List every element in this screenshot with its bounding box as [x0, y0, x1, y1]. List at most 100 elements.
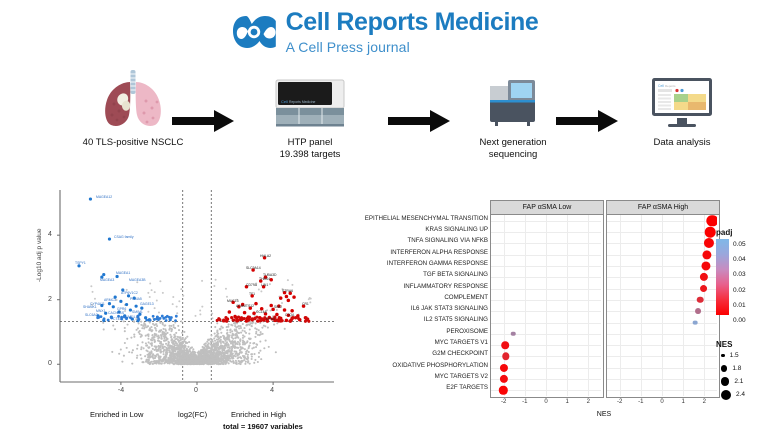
journal-logo-text: Cell Reports Medicine A Cell Press journ…: [285, 8, 539, 55]
nes-legend-dot: [721, 353, 725, 358]
pathway-label: INFLAMMATORY RESPONSE: [403, 282, 488, 290]
dotplot-point: [510, 331, 516, 337]
workflow-step-cohort: 40 TLS-positive NSCLC: [48, 68, 218, 149]
gridline-v: [588, 215, 589, 396]
gridline-v: [524, 215, 526, 396]
volcano-y-tick: 2: [48, 295, 52, 303]
volcano-y-tick: 0: [48, 360, 52, 368]
gridline-v: [704, 215, 705, 396]
gene-label: MAGEA1: [116, 271, 131, 276]
padj-tick-value: 0.03: [733, 271, 746, 279]
nes-legend-row: 2.1: [716, 375, 770, 388]
volcano-x-axis-label: log2(FC): [178, 410, 208, 419]
padj-legend-title: padj: [716, 228, 733, 237]
volcano-x-tick: -4: [117, 387, 125, 394]
gene-label: SIM2: [274, 305, 283, 309]
svg-text:Reports: Reports: [665, 84, 676, 88]
gene-label: CT45: [113, 316, 122, 321]
padj-tick-value: 0.04: [733, 256, 746, 264]
gridline-v: [503, 215, 505, 396]
nes-legend-row: 2.4: [716, 388, 770, 401]
nes-legend-title: NES: [716, 340, 733, 350]
gridline-v: [567, 215, 568, 396]
nes-legend-dot: [721, 389, 731, 400]
gene-label: SMIM1: [132, 310, 144, 315]
dotplot-x-tick: -2: [617, 399, 623, 405]
cell-press-infinity-logo-icon: [232, 16, 276, 48]
journal-title: Cell Reports Medicine: [285, 8, 539, 36]
gene-label: THBS4: [258, 277, 270, 282]
pathway-label: G2M CHECKPOINT: [432, 350, 488, 358]
dotplot-point: [499, 374, 508, 384]
pathway-label: E2F TARGETS: [446, 384, 488, 392]
volcano-plot: -Log10 adj p value MAGEA12 CSAG family TSP…: [36, 186, 338, 432]
dotplot-x-tick: -1: [522, 399, 528, 405]
volcano-x-tick: 4: [270, 387, 275, 394]
gene-label: STRA6: [281, 288, 293, 293]
workflow-step-htp-panel: Cell Reports Medicine HTP panel 19.398 t…: [245, 68, 375, 161]
dotplot-x-tick: -2: [501, 399, 507, 405]
nes-legend-row: 1.5: [716, 349, 770, 362]
gene-label: LIN1: [260, 283, 268, 287]
pathway-label: OXIDATIVE PHOSPHORYLATION: [392, 361, 488, 369]
padj-tick-row: 0.02: [729, 283, 746, 298]
gene-label: GAGE13: [139, 301, 154, 306]
dotplot-point: [696, 296, 704, 304]
dotplot-point: [702, 250, 712, 260]
pathway-label: KRAS SIGNALING UP: [425, 225, 488, 233]
dotplot-point: [501, 341, 510, 349]
padj-tick-row: 0.00: [729, 313, 746, 328]
gsea-dotplot: EPITHELIAL MESENCHYMAL TRANSITION KRAS SI…: [344, 196, 770, 432]
gridline-v: [640, 215, 642, 396]
gridline-v: [546, 215, 547, 396]
gene-label: TUBA3D: [262, 273, 277, 278]
pathway-label: MYC TARGETS V2: [434, 373, 488, 381]
dotplot-x-axis-label: NES: [596, 411, 612, 418]
gridline-v: [683, 215, 684, 396]
gene-label: MNX1: [96, 308, 106, 313]
padj-tick-row: 0.03: [729, 267, 746, 282]
pathway-label: MYC TARGETS V1: [434, 339, 488, 347]
gridline-v: [619, 215, 621, 396]
htp-panel-instrument-icon: Cell Reports Medicine: [272, 68, 348, 130]
dotplot-point: [701, 261, 711, 271]
pathway-label: TGF BETA SIGNALING: [423, 271, 488, 279]
dotplot-point: [695, 308, 702, 315]
padj-tick-value: 0.02: [733, 286, 746, 294]
journal-subtitle: A Cell Press journal: [285, 39, 410, 55]
pathway-label: INTERFERON ALPHA RESPONSE: [390, 248, 488, 256]
volcano-caption-high: Enriched in High: [231, 410, 287, 419]
nes-legend-value: 1.8: [732, 365, 742, 373]
svg-text:Cell: Cell: [658, 84, 664, 88]
gene-label: C1QA: [284, 313, 294, 318]
gene-label: MAGEA12: [96, 194, 113, 199]
nes-legend-dot: [721, 365, 728, 372]
facet-strip-low: FAP αSMA Low: [491, 201, 603, 215]
gene-label: CCL18: [255, 310, 267, 315]
lungs-illustration-icon: [97, 68, 169, 130]
pathway-label: TNFA SIGNALING VIA NFKB: [407, 237, 488, 245]
gene-label: PNMA5: [130, 296, 143, 301]
plot-legend: padj 0.05 0.04 0.03 0.02 0.01 0.00 NES 1.5 1.8…: [716, 228, 770, 401]
gene-label: ARMC3: [103, 297, 116, 302]
volcano-x-tick: 0: [194, 387, 198, 394]
padj-tick-value: 0.05: [733, 241, 746, 249]
gene-label: CACNA1S: [107, 311, 124, 316]
facet-panel-low: [491, 215, 601, 396]
dotplot-point: [704, 226, 716, 238]
volcano-canvas: [57, 190, 334, 385]
nes-legend-row: 1.8: [716, 362, 770, 375]
workflow-step-label: HTP panel 19.398 targets: [279, 137, 341, 160]
padj-tick-labels: 0.05 0.04 0.03 0.02 0.01 0.00: [729, 237, 746, 328]
dotplot-x-tick: 1: [681, 399, 685, 405]
gene-label: GPR6: [117, 306, 127, 311]
svg-text:Reports Medicine: Reports Medicine: [289, 100, 315, 104]
svg-text:Cell: Cell: [281, 99, 288, 104]
nes-size-legend: NES 1.5 1.8 2.1 2.4: [716, 340, 770, 401]
dotplot-point: [502, 352, 510, 361]
padj-tick-value: 0.01: [733, 301, 746, 309]
pathway-label: PEROXISOME: [446, 327, 488, 335]
dotplot-x-tick: 2: [586, 399, 590, 405]
pathway-label: INTERFERON GAMMA RESPONSE: [386, 259, 488, 267]
workflow-step-sequencing: Next generation sequencing: [453, 68, 573, 161]
